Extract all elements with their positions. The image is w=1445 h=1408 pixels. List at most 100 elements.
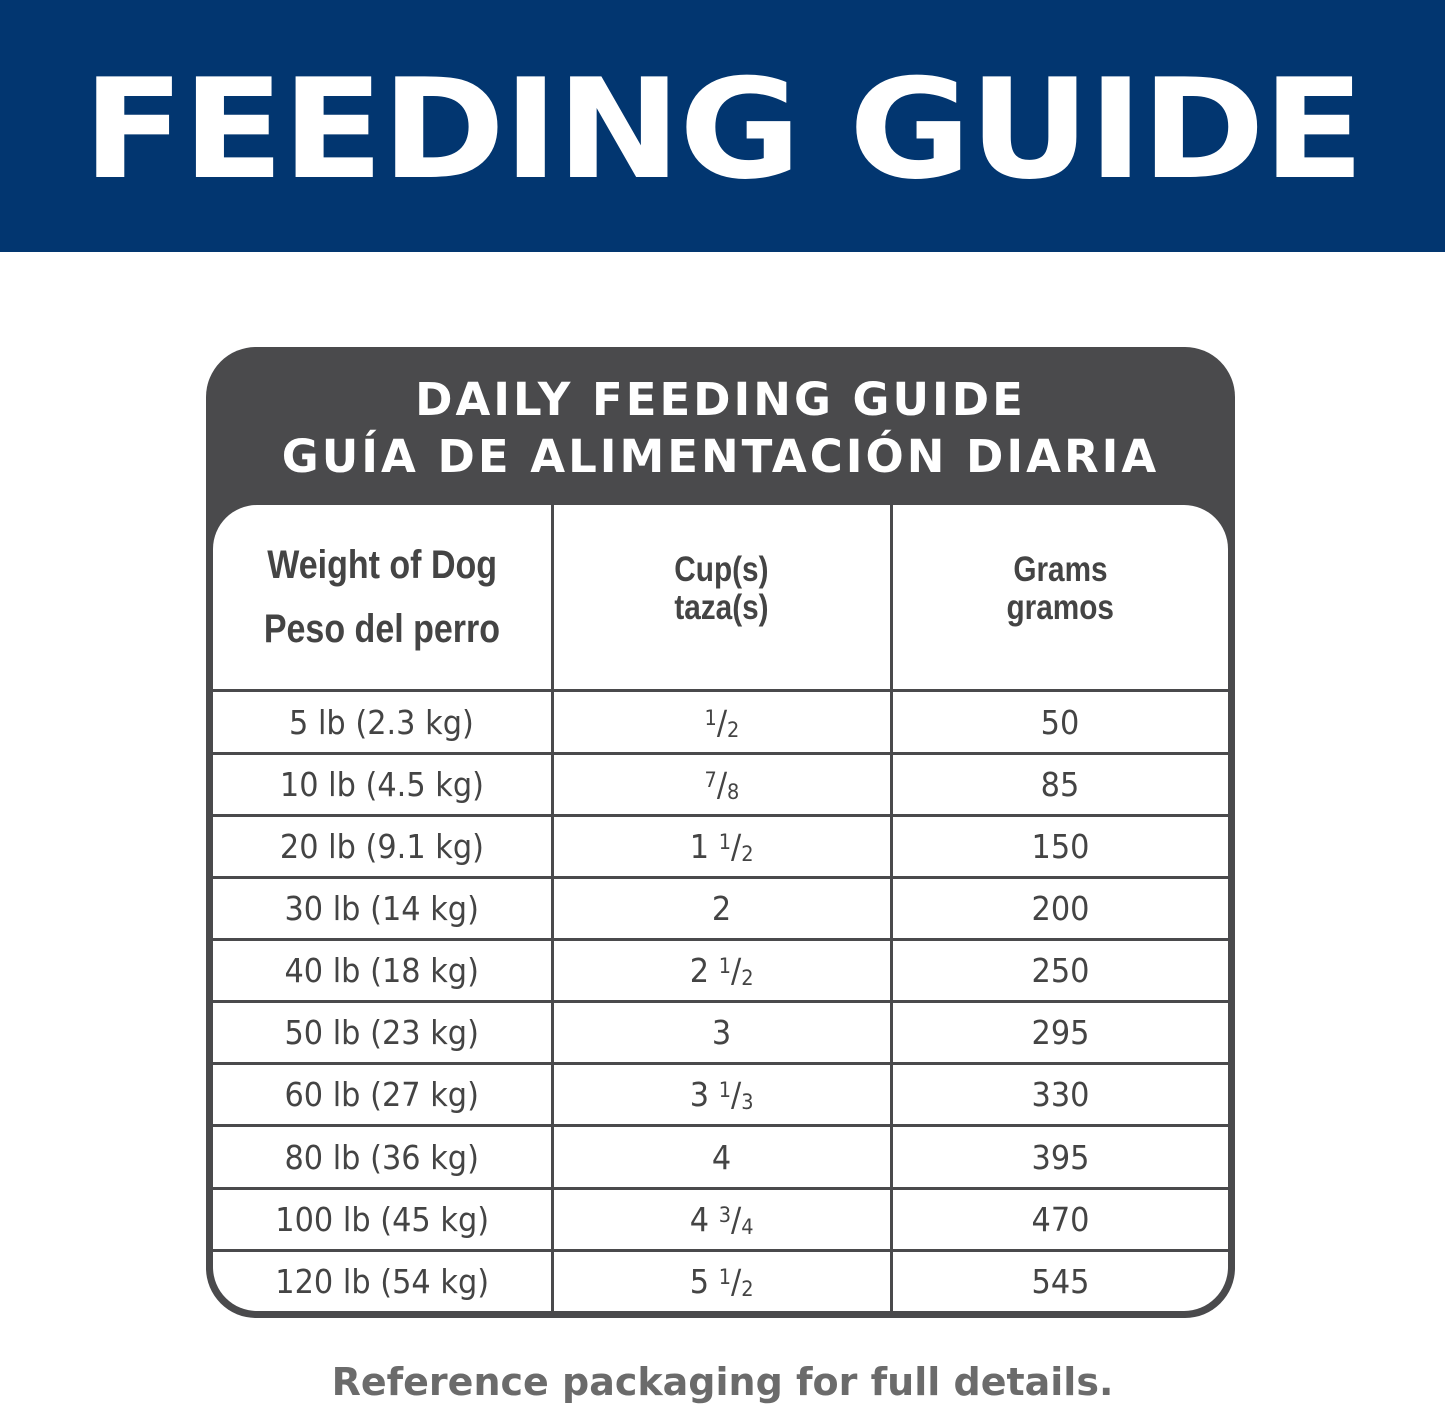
table-row: 80 lb (36 kg) 4 395	[213, 1124, 1228, 1190]
cups-cell: 3 1/3	[550, 1062, 893, 1128]
cups-whole: 1	[689, 826, 709, 866]
weight-cell: 80 lb (36 kg)	[213, 1124, 554, 1190]
cups-cell: 4	[550, 1124, 893, 1190]
cups-whole: 3	[711, 1013, 732, 1053]
table-row: 100 lb (45 kg) 4 3/4 470	[213, 1186, 1228, 1252]
cups-value: 3	[712, 1013, 731, 1052]
grams-cell: 85	[889, 751, 1228, 817]
cups-cell: 1/2	[550, 689, 893, 755]
card-title-es: GUÍA DE ALIMENTACIÓN DIARIA	[281, 430, 1160, 483]
weight-cell: 60 lb (27 kg)	[213, 1062, 554, 1128]
cups-denominator: 2	[741, 841, 754, 866]
grams-cell: 545	[889, 1248, 1228, 1311]
weight-cell: 10 lb (4.5 kg)	[213, 751, 554, 817]
grams-value: 395	[1031, 1137, 1090, 1177]
table-header-row: Weight of Dog Peso del perro Cup(s) taza(s…	[213, 505, 1228, 693]
cups-numerator: 1	[718, 1264, 731, 1289]
weight-cell: 100 lb (45 kg)	[213, 1186, 554, 1252]
cups-value: 2	[712, 889, 731, 928]
cups-denominator: 3	[741, 1090, 754, 1115]
cups-numerator: 1	[718, 829, 731, 854]
grams-cell: 200	[889, 875, 1228, 942]
grams-value: 250	[1031, 951, 1090, 991]
cups-numerator: 3	[718, 1202, 731, 1227]
cups-whole: 4	[711, 1137, 732, 1177]
weight-cell: 120 lb (54 kg)	[213, 1248, 554, 1311]
banner-title: FEEDING GUIDE	[82, 49, 1365, 210]
cups-value: 1 1/2	[689, 826, 754, 866]
cups-numerator: 1	[704, 705, 717, 730]
cups-denominator: 2	[741, 1276, 754, 1301]
cups-value: 7/8	[704, 764, 739, 804]
cups-cell: 7/8	[550, 751, 893, 817]
grams-value: 150	[1031, 826, 1090, 866]
grams-value: 545	[1031, 1261, 1090, 1301]
weight-cell: 30 lb (14 kg)	[213, 875, 554, 942]
cups-cell: 5 1/2	[550, 1248, 893, 1311]
banner: FEEDING GUIDE	[0, 0, 1445, 252]
table-row: 120 lb (54 kg) 5 1/2 545	[213, 1248, 1228, 1311]
header-weight: Weight of Dog Peso del perro	[213, 505, 554, 693]
grams-cell: 395	[889, 1124, 1228, 1190]
cups-cell: 1 1/2	[550, 813, 893, 879]
table-row: 10 lb (4.5 kg) 7/8 85	[213, 751, 1228, 817]
table-row: 5 lb (2.3 kg) 1/2 50	[213, 689, 1228, 755]
weight-value: 30 lb (14 kg)	[284, 888, 479, 928]
weight-value: 100 lb (45 kg)	[274, 1199, 489, 1239]
weight-value: 5 lb (2.3 kg)	[289, 702, 475, 742]
feeding-table: Weight of Dog Peso del perro Cup(s) taza(s…	[213, 505, 1228, 1311]
grams-value: 295	[1031, 1013, 1090, 1053]
footer-note: Reference packaging for full details.	[331, 1360, 1114, 1404]
cups-cell: 2	[550, 875, 893, 942]
cups-denominator: 8	[726, 779, 739, 804]
cups-cell: 2 1/2	[550, 938, 893, 1004]
cups-value: 4 3/4	[689, 1199, 754, 1239]
weight-value: 20 lb (9.1 kg)	[279, 826, 484, 866]
weight-value: 80 lb (36 kg)	[284, 1137, 479, 1177]
table-row: 40 lb (18 kg) 2 1/2 250	[213, 938, 1228, 1004]
cups-whole: 2	[689, 951, 709, 991]
grams-value: 470	[1031, 1199, 1090, 1239]
weight-value: 10 lb (4.5 kg)	[279, 764, 484, 804]
grams-cell: 50	[889, 689, 1228, 755]
grams-cell: 150	[889, 813, 1228, 879]
feeding-guide-card: DAILY FEEDING GUIDE GUÍA DE ALIMENTACIÓN…	[206, 347, 1235, 1318]
cups-numerator: 1	[718, 954, 731, 979]
cups-value: 4	[712, 1138, 731, 1177]
weight-value: 50 lb (23 kg)	[284, 1013, 479, 1053]
cups-numerator: 7	[704, 767, 717, 792]
weight-cell: 5 lb (2.3 kg)	[213, 689, 554, 755]
cups-cell: 3	[550, 1000, 893, 1066]
table-row: 20 lb (9.1 kg) 1 1/2 150	[213, 813, 1228, 879]
header-cups: Cup(s) taza(s)	[550, 505, 893, 693]
weight-cell: 20 lb (9.1 kg)	[213, 813, 554, 879]
weight-cell: 40 lb (18 kg)	[213, 938, 554, 1004]
cups-whole: 5	[689, 1261, 709, 1301]
cups-denominator: 2	[741, 966, 754, 991]
grams-value: 85	[1040, 764, 1080, 804]
grams-value: 200	[1031, 888, 1090, 928]
card-title-en: DAILY FEEDING GUIDE	[415, 373, 1026, 426]
table-row: 50 lb (23 kg) 3 295	[213, 1000, 1228, 1066]
table-row: 60 lb (27 kg) 3 1/3 330	[213, 1062, 1228, 1128]
weight-value: 60 lb (27 kg)	[284, 1075, 479, 1115]
cups-denominator: 2	[726, 717, 739, 742]
grams-cell: 330	[889, 1062, 1228, 1128]
header-grams: Grams gramos	[889, 505, 1228, 693]
grams-value: 50	[1040, 702, 1080, 742]
grams-cell: 295	[889, 1000, 1228, 1066]
weight-cell: 50 lb (23 kg)	[213, 1000, 554, 1066]
cups-numerator: 1	[718, 1078, 731, 1103]
cups-value: 1/2	[704, 702, 739, 742]
weight-value: 120 lb (54 kg)	[274, 1261, 489, 1301]
weight-value: 40 lb (18 kg)	[284, 951, 479, 991]
table-row: 30 lb (14 kg) 2 200	[213, 875, 1228, 942]
cups-value: 5 1/2	[689, 1261, 754, 1301]
cups-cell: 4 3/4	[550, 1186, 893, 1252]
cups-whole: 4	[689, 1199, 709, 1239]
cups-value: 2 1/2	[689, 951, 754, 991]
card-title: DAILY FEEDING GUIDE GUÍA DE ALIMENTACIÓN…	[206, 371, 1235, 485]
cups-value: 3 1/3	[689, 1075, 754, 1115]
cups-denominator: 4	[741, 1214, 754, 1239]
grams-cell: 470	[889, 1186, 1228, 1252]
